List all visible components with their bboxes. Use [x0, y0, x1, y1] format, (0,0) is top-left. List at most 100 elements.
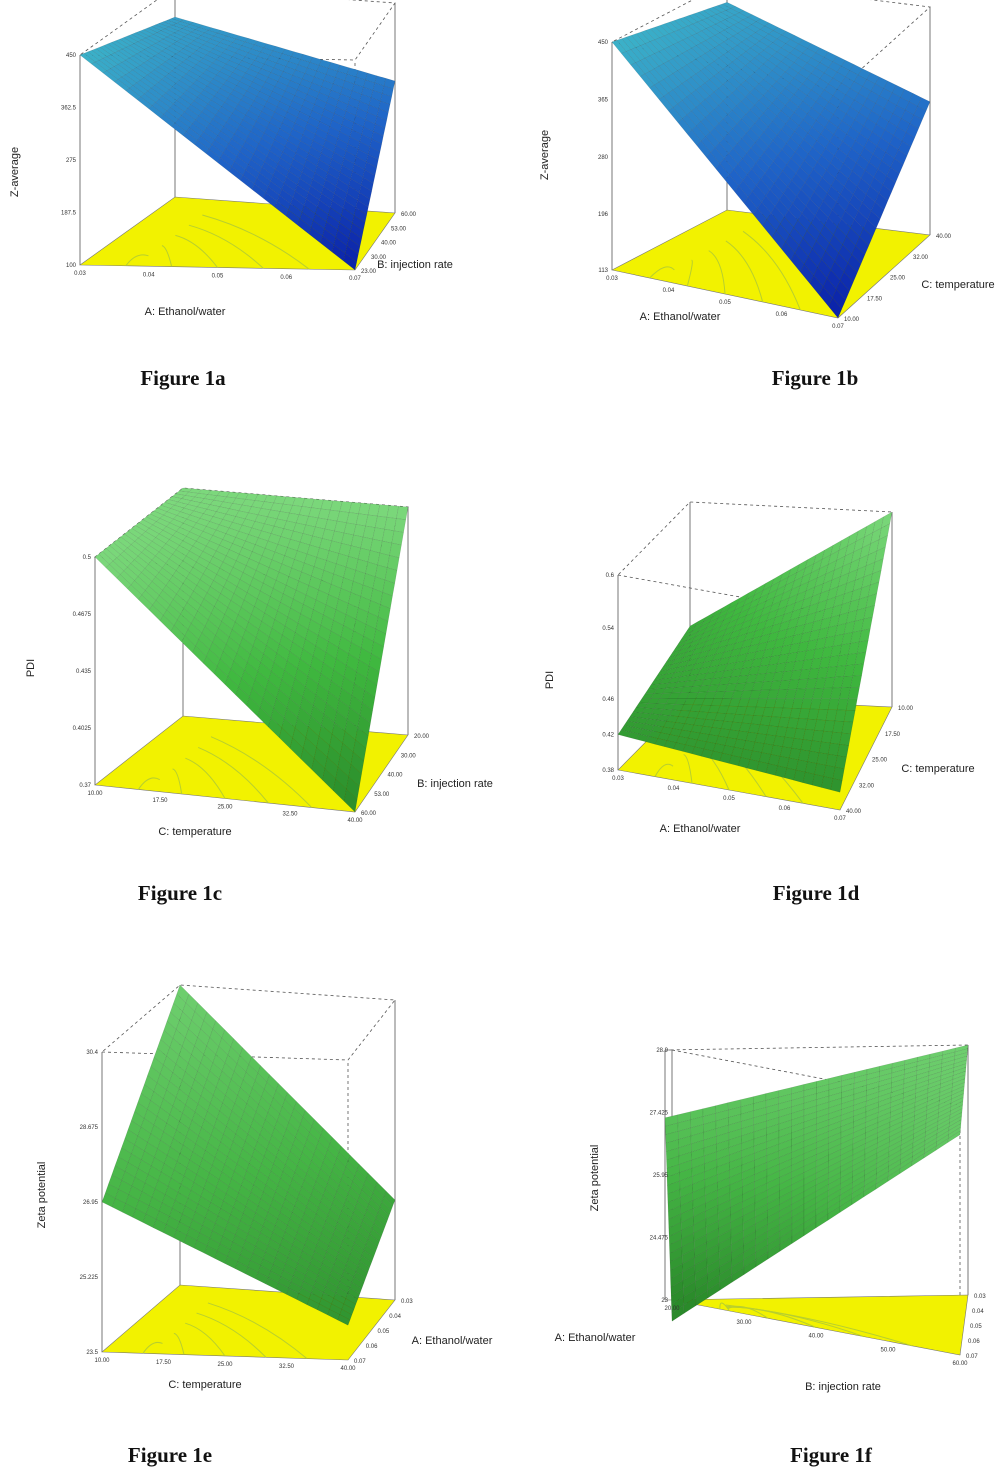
y-tick-label: 10.00 [898, 706, 914, 712]
contour-line [686, 259, 693, 287]
caption-figure-1e: Figure 1e [127, 1443, 213, 1467]
z-tick-label: 0.4675 [73, 612, 92, 618]
x-tick-label: 40.00 [347, 818, 363, 824]
surface-plot-1: 100 187.5 275 362.5 450 0.03 0.04 0.05 0.06 0.072… [9, 0, 453, 318]
contour-line [137, 777, 161, 790]
y-axis-title: C: temperature [901, 763, 974, 775]
y-tick-label: 53.00 [374, 792, 390, 798]
caption-figure-1a: Figure 1a [140, 366, 226, 390]
caption-figure-1c: Figure 1c [137, 881, 223, 905]
x-tick-label: 0.03 [606, 276, 618, 282]
z-tick-label: 196 [598, 212, 609, 218]
x-tick-label: 0.05 [719, 300, 731, 306]
contour-line [649, 266, 675, 279]
y-tick-label: 0.04 [972, 1309, 984, 1315]
x-tick-label: 0.04 [668, 786, 680, 792]
z-axis-title: Z-average [9, 147, 21, 197]
y-axis-title: B: injection rate [417, 778, 493, 790]
y-tick-label: 32.00 [913, 255, 929, 261]
surface-cell [902, 132, 915, 148]
z-tick-label: 0.42 [602, 733, 614, 739]
caption-figure-1f: Figure 1f [790, 1443, 872, 1467]
z-tick-label: 0.6 [606, 573, 615, 579]
surface-plot-3: 0.37 0.4025 0.435 0.4675 0.5 10.00 17.50 25.00 3… [25, 487, 493, 838]
z-axis-title: Z-average [539, 130, 551, 180]
z-tick-label: 24.475 [650, 1236, 669, 1242]
y-axis-title: A: Ethanol/water [412, 1335, 493, 1347]
surface-plot-5: 23.5 25.225 26.95 28.675 30.4 10.00 17.50 25.00… [36, 984, 493, 1391]
y-tick-label: 60.00 [401, 212, 417, 218]
x-tick-label: 60.00 [952, 1361, 968, 1367]
surface-cell [376, 108, 389, 121]
y-tick-label: 25.00 [872, 758, 888, 764]
x-tick-label: 40.00 [808, 1334, 824, 1340]
z-tick-label: 362.5 [61, 106, 77, 112]
y-tick-label: 60.00 [361, 811, 377, 817]
contour-line [197, 746, 269, 804]
y-axis-title: C: temperature [921, 279, 994, 291]
surface-cell [380, 93, 392, 105]
x-tick-label: 17.50 [152, 798, 168, 804]
surface-plot-6: 23 24.475 25.95 27.425 28.9 20.00 30.00 40.00 50… [555, 1044, 986, 1393]
surface-cell [353, 207, 367, 224]
y-tick-label: 10.00 [844, 317, 860, 323]
frame-top [610, 0, 931, 91]
surface-cell [859, 227, 873, 247]
x-axis-title: B: injection rate [805, 1381, 881, 1393]
contour-line [725, 240, 764, 303]
base-plane [664, 1294, 969, 1356]
x-axis-title: C: temperature [168, 1379, 241, 1391]
x-tick-label: 40.00 [340, 1366, 356, 1372]
x-tick-label: 0.07 [834, 816, 846, 822]
contour-line [202, 214, 310, 270]
x-tick-label: 30.00 [736, 1320, 752, 1326]
surface-cell [355, 199, 369, 216]
z-tick-label: 0.4025 [73, 726, 92, 732]
surface-cell [839, 732, 851, 746]
y-tick-label: 40.00 [388, 773, 404, 779]
y-tick-label: 23.00 [361, 269, 377, 275]
y-tick-label: 0.04 [389, 1314, 401, 1320]
y-tick-label: 0.07 [354, 1359, 366, 1365]
surface-cell [387, 555, 400, 571]
z-axis-title: Zeta potential [589, 1145, 601, 1212]
x-tick-label: 17.50 [156, 1360, 172, 1366]
z-tick-label: 27.425 [650, 1111, 669, 1117]
z-tick-label: 0.46 [602, 697, 614, 703]
contour-line [210, 736, 313, 808]
surface-cell [840, 271, 854, 292]
x-tick-label: 0.05 [723, 796, 735, 802]
z-axis-title: PDI [544, 671, 556, 689]
surface-cell [348, 230, 362, 247]
y-tick-label: 30.00 [371, 255, 387, 261]
z-tick-label: 28.9 [656, 1048, 668, 1054]
surface-cell [383, 78, 396, 90]
y-tick-label: 30.00 [401, 753, 417, 759]
surface-cell [364, 161, 377, 176]
z-tick-label: 0.54 [602, 626, 614, 632]
y-axis-title: A: Ethanol/water [555, 1332, 636, 1344]
contour-line [742, 230, 801, 311]
y-tick-label: 32.00 [859, 783, 875, 789]
surface-cell [871, 201, 885, 220]
x-tick-label: 0.06 [776, 312, 788, 318]
contour-line [188, 224, 264, 269]
z-tick-label: 30.4 [86, 1050, 98, 1056]
surface-cell [828, 297, 842, 319]
y-tick-label: 17.50 [867, 296, 883, 302]
z-tick-label: 280 [598, 155, 609, 161]
surface-cell [343, 253, 357, 271]
response-surface [79, 16, 396, 271]
z-tick-label: 450 [598, 40, 609, 46]
surface-plot-2: 113 196 280 365 450 0.03 0.04 0.05 0.06 0.0710.00… [539, 0, 995, 330]
y-tick-label: 40.00 [381, 241, 397, 247]
x-tick-label: 10.00 [87, 791, 103, 797]
z-tick-label: 26.95 [83, 1200, 99, 1206]
z-tick-label: 23.5 [86, 1350, 98, 1356]
x-tick-label: 0.06 [779, 806, 791, 812]
x-tick-label: 0.07 [349, 276, 361, 282]
surface-cell [917, 97, 931, 111]
y-tick-label: 0.03 [401, 1299, 413, 1305]
z-tick-label: 450 [66, 53, 77, 59]
